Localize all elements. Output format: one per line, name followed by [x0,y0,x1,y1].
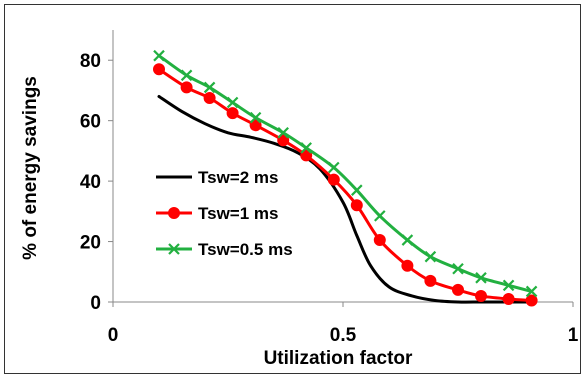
legend-marker [168,243,180,255]
series-line [157,67,534,302]
data-point [452,262,464,275]
data-point [475,289,487,302]
data-point [277,134,290,147]
data-point [249,111,262,124]
series-line [157,54,534,293]
data-point [373,234,386,247]
data-point [226,107,239,120]
series-layer [153,49,538,307]
data-point [226,96,239,109]
data-point [153,49,165,62]
series-2 [153,49,538,298]
data-point [328,161,340,174]
legend-label: Tsw=2 ms [198,168,278,187]
x-tick-label: 0 [108,325,119,346]
y-ticks: 0 20 40 60 80 [80,51,113,314]
y-tick-label: 40 [80,172,101,193]
data-point [475,272,487,284]
data-point [180,69,193,82]
data-point [249,119,262,132]
data-point [300,142,312,154]
data-point [350,199,363,212]
legend-marker [168,207,180,219]
data-point [203,92,216,104]
data-point [327,173,340,186]
data-point [424,250,437,263]
chart-frame [4,4,581,374]
data-point [452,283,464,296]
y-tick-label: 0 [90,293,101,314]
y-tick-label: 60 [80,112,101,133]
data-point [300,149,313,162]
data-point [180,81,193,94]
legend-label: Tsw=1 ms [198,204,278,223]
legend-label: Tsw=0.5 ms [198,240,293,259]
y-tick-label: 80 [80,51,101,72]
data-point [401,234,414,246]
data-point [502,279,515,292]
data-point [401,259,414,272]
data-point [424,274,437,287]
x-tick-label: 1 [568,325,579,346]
data-point [525,285,538,298]
data-point [153,63,165,76]
data-point [525,294,538,307]
y-axis-title: % of energy savings [20,76,41,260]
legend: Tsw=2 ms Tsw=1 ms Tsw=0.5 ms [156,168,293,259]
x-tick-label: 0.5 [330,325,357,346]
data-point [374,210,386,222]
x-axis-title: Utilization factor [264,348,413,369]
legend-item: Tsw=1 ms [156,204,278,223]
data-point [203,81,216,94]
y-tick-label: 20 [80,233,101,254]
legend-item: Tsw=2 ms [156,168,278,187]
x-ticks: 0 0.5 1 [108,302,579,346]
series-line [157,94,529,304]
data-point [351,184,363,196]
series-1 [153,63,538,307]
data-point [277,126,289,139]
legend-item: Tsw=0.5 ms [156,240,293,259]
data-point [502,292,515,305]
series-0 [157,94,529,304]
